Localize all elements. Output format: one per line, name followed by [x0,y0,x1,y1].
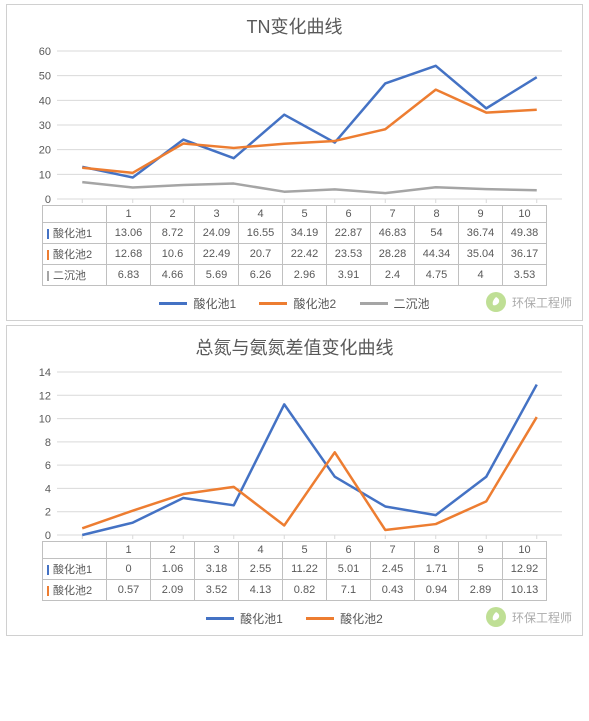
watermark-text: 环保工程师 [512,294,572,311]
legend-item: 酸化池2 [306,610,383,627]
leaf-icon [486,292,506,312]
svg-text:50: 50 [39,71,51,83]
legend-item: 二沉池 [360,295,430,312]
svg-text:0: 0 [45,194,51,205]
watermark-text: 环保工程师 [512,609,572,626]
svg-text:4: 4 [45,483,51,495]
svg-text:6: 6 [45,460,51,472]
watermark: 环保工程师 [486,292,572,312]
svg-text:8: 8 [45,437,51,449]
chart1-plot: 0 10 20 30 40 50 60 [17,45,572,205]
table-row: 酸化池2 12.6810.622.4920.722.4223.5328.2844… [43,244,547,265]
table-row: 酸化池1 13.068.7224.0916.5534.1922.8746.835… [43,223,547,244]
chart-panel-diff: 总氮与氨氮差值变化曲线 0 2 4 6 8 10 12 14 12345678910 酸化池1… [6,325,583,636]
table-row: 二沉池 6.834.665.696.262.963.912.44.7543.53 [43,265,547,286]
table-row: 酸化池1 01.063.182.5511.225.012.451.71512.9… [43,559,547,580]
legend-item: 酸化池1 [206,610,283,627]
leaf-icon [486,607,506,627]
svg-text:12: 12 [39,390,51,402]
chart-panel-tn: TN变化曲线 0 10 20 30 40 50 60 12345678910 酸化池1 13… [6,4,583,321]
legend-item: 酸化池1 [159,295,236,312]
svg-text:10: 10 [39,414,51,426]
svg-text:40: 40 [39,95,51,107]
chart2-title: 总氮与氨氮差值变化曲线 [13,334,576,360]
svg-text:2: 2 [45,507,51,519]
table-row: 酸化池2 0.572.093.524.130.827.10.430.942.89… [43,580,547,601]
svg-text:60: 60 [39,46,51,58]
table-row: 12345678910 [43,206,547,223]
chart2-plot: 0 2 4 6 8 10 12 14 [17,366,572,541]
legend-item: 酸化池2 [259,295,336,312]
chart2-data-table: 12345678910 酸化池1 01.063.182.5511.225.012… [42,541,547,601]
svg-text:20: 20 [39,145,51,157]
watermark: 环保工程师 [486,607,572,627]
svg-text:10: 10 [39,169,51,181]
table-row: 12345678910 [43,542,547,559]
svg-text:0: 0 [45,530,51,541]
svg-text:14: 14 [39,367,51,379]
chart1-data-table: 12345678910 酸化池1 13.068.7224.0916.5534.1… [42,205,547,286]
chart1-title: TN变化曲线 [13,13,576,39]
svg-text:30: 30 [39,120,51,132]
